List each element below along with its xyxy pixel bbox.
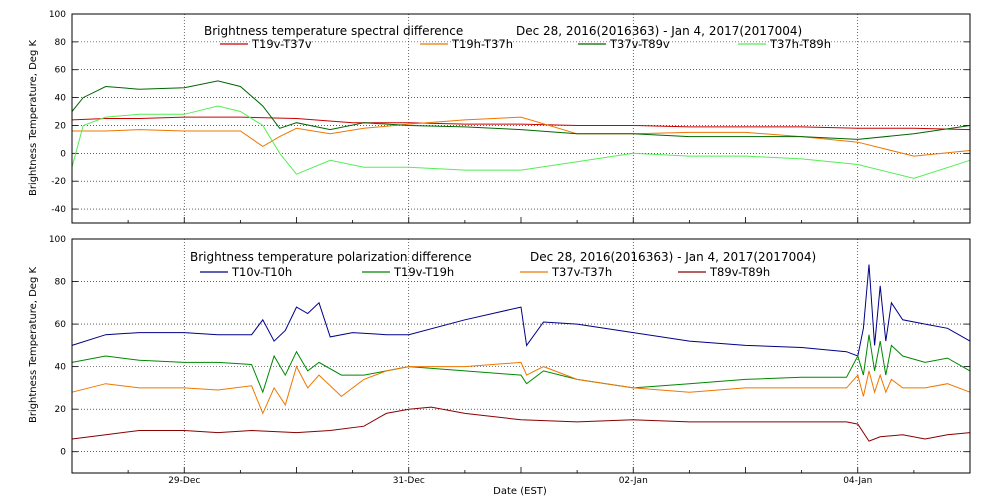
top-y-ticks: -40 -20 0 20 40 60 80 100 <box>49 10 970 215</box>
y-tick-label: 40 <box>55 363 67 373</box>
legend-label: T89v-T89h <box>709 265 770 279</box>
bottom-plot-frame <box>71 238 971 474</box>
y-tick-label: 80 <box>55 278 67 288</box>
y-tick-label: -20 <box>51 177 66 187</box>
series-line-t19v-t37v <box>71 116 971 131</box>
y-tick-label: 0 <box>60 149 66 159</box>
series-line-t89v-t89h <box>71 406 971 442</box>
legend-label: T19h-T37h <box>451 37 513 51</box>
top-y-axis-label: Brightness Temperature, Deg K <box>28 40 39 197</box>
x-tick-label: 02-Jan <box>619 476 648 486</box>
legend-label: T10v-T10h <box>231 265 292 279</box>
series-line-t19h-t37h <box>72 116 971 157</box>
bottom-chart-title: Brightness temperature polarization diff… <box>190 250 472 264</box>
y-tick-label: 100 <box>49 10 66 20</box>
legend-label: T37v-T37h <box>551 265 612 279</box>
series-line-t10v-t10h <box>71 264 971 357</box>
series-line-t37v-t37h <box>71 361 971 415</box>
series-line-t37v-t89v <box>71 80 971 140</box>
y-tick-label: 60 <box>55 66 67 76</box>
legend-label: T19v-T19h <box>393 265 454 279</box>
y-tick-label: 100 <box>49 235 66 245</box>
legend-label: T37h-T89h <box>769 37 831 51</box>
series-line-t37h-t89h <box>71 105 971 179</box>
legend-label: T19v-T37v <box>251 37 312 51</box>
top-chart-title: Brightness temperature spectral differen… <box>204 24 463 38</box>
bottom-date-range: Dec 28, 2016(2016363) - Jan 4, 2017(2017… <box>530 250 816 264</box>
y-tick-label: 40 <box>55 94 67 104</box>
y-tick-label: 0 <box>60 448 66 458</box>
bottom-legend: T10v-T10h T19v-T19h T37v-T37h T89v-T89h <box>200 265 770 279</box>
bottom-gridlines <box>71 239 971 473</box>
bottom-y-axis-label: Brightness Temperature, Deg K <box>28 267 39 424</box>
bottom-series-lines <box>71 264 971 442</box>
bottom-x-ticks: 29-Dec 31-Dec 02-Jan 04-Jan <box>168 476 872 486</box>
y-tick-label: 20 <box>55 121 67 131</box>
y-tick-label: -40 <box>51 205 66 215</box>
y-tick-label: 60 <box>55 320 67 330</box>
x-tick-label: 29-Dec <box>168 476 200 486</box>
top-gridlines <box>71 14 971 223</box>
top-plot-frame <box>71 13 971 224</box>
y-tick-label: 20 <box>55 405 67 415</box>
y-tick-label: 80 <box>55 38 67 48</box>
legend-label: T37v-T89v <box>609 37 670 51</box>
polarization-difference-panel: Brightness Temperature, Deg K 0 20 40 60 80 1… <box>28 235 971 497</box>
x-tick-label: 31-Dec <box>393 476 425 486</box>
x-axis-label: Date (EST) <box>493 486 547 497</box>
x-tick-label: 04-Jan <box>843 476 872 486</box>
top-series-lines <box>71 80 971 179</box>
top-legend: T19v-T37v T19h-T37h T37v-T89v T37h-T89h <box>220 37 831 51</box>
bottom-y-ticks: 0 20 40 60 80 100 <box>49 235 970 458</box>
top-date-range: Dec 28, 2016(2016363) - Jan 4, 2017(2017… <box>516 24 802 38</box>
spectral-difference-panel: Brightness Temperature, Deg K -40 -20 0 20 4… <box>28 10 971 224</box>
series-line-t19v-t19h <box>71 334 971 394</box>
